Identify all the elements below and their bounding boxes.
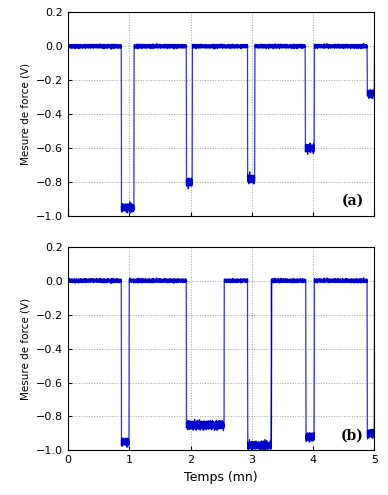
Y-axis label: Mesure de force (V): Mesure de force (V) [20,297,30,399]
Y-axis label: Mesure de force (V): Mesure de force (V) [20,63,30,165]
X-axis label: Temps (mn): Temps (mn) [184,471,258,484]
Text: (a): (a) [341,194,364,208]
Text: (b): (b) [341,428,364,443]
